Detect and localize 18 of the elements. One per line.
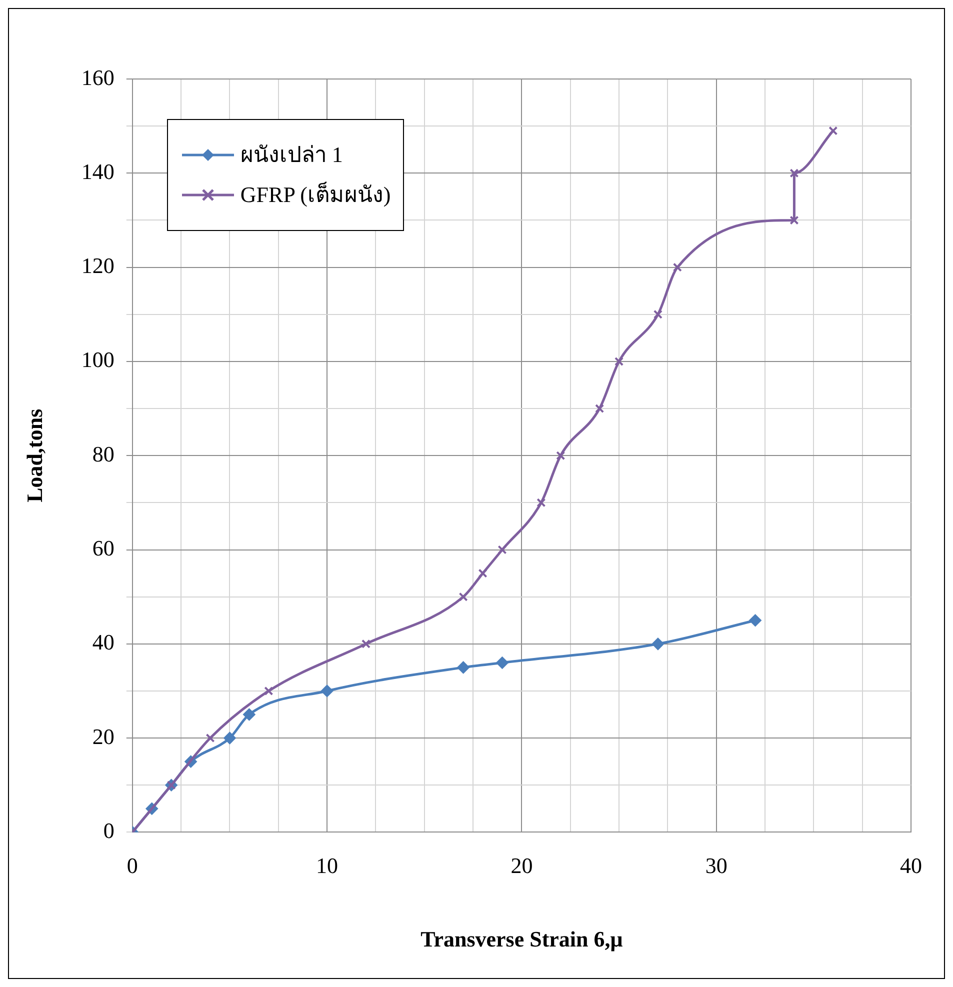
x-tick-label: 30 — [705, 853, 728, 878]
y-tick-label: 40 — [92, 630, 114, 655]
y-tick-label: 60 — [92, 536, 114, 561]
legend-label: ผนังเปล่า 1 — [240, 141, 343, 169]
x-tick-label: 0 — [126, 853, 138, 878]
y-tick-label: 160 — [81, 64, 114, 90]
x-axis-title: Transverse Strain 6,μ — [420, 926, 624, 952]
x-tick-label: 10 — [316, 853, 338, 878]
y-tick-label: 120 — [81, 253, 114, 278]
y-tick-label: 0 — [103, 818, 114, 843]
y-tick-label: 100 — [81, 347, 114, 372]
y-tick-label: 80 — [92, 441, 114, 466]
y-axis-title: Load,tons — [22, 408, 47, 502]
y-tick-label: 20 — [92, 724, 114, 749]
y-tick-label: 140 — [81, 158, 114, 184]
x-tick-label: 20 — [510, 853, 533, 878]
x-tick-label: 40 — [900, 853, 922, 878]
legend-label: GFRP (เต็มผนัง) — [240, 180, 391, 209]
